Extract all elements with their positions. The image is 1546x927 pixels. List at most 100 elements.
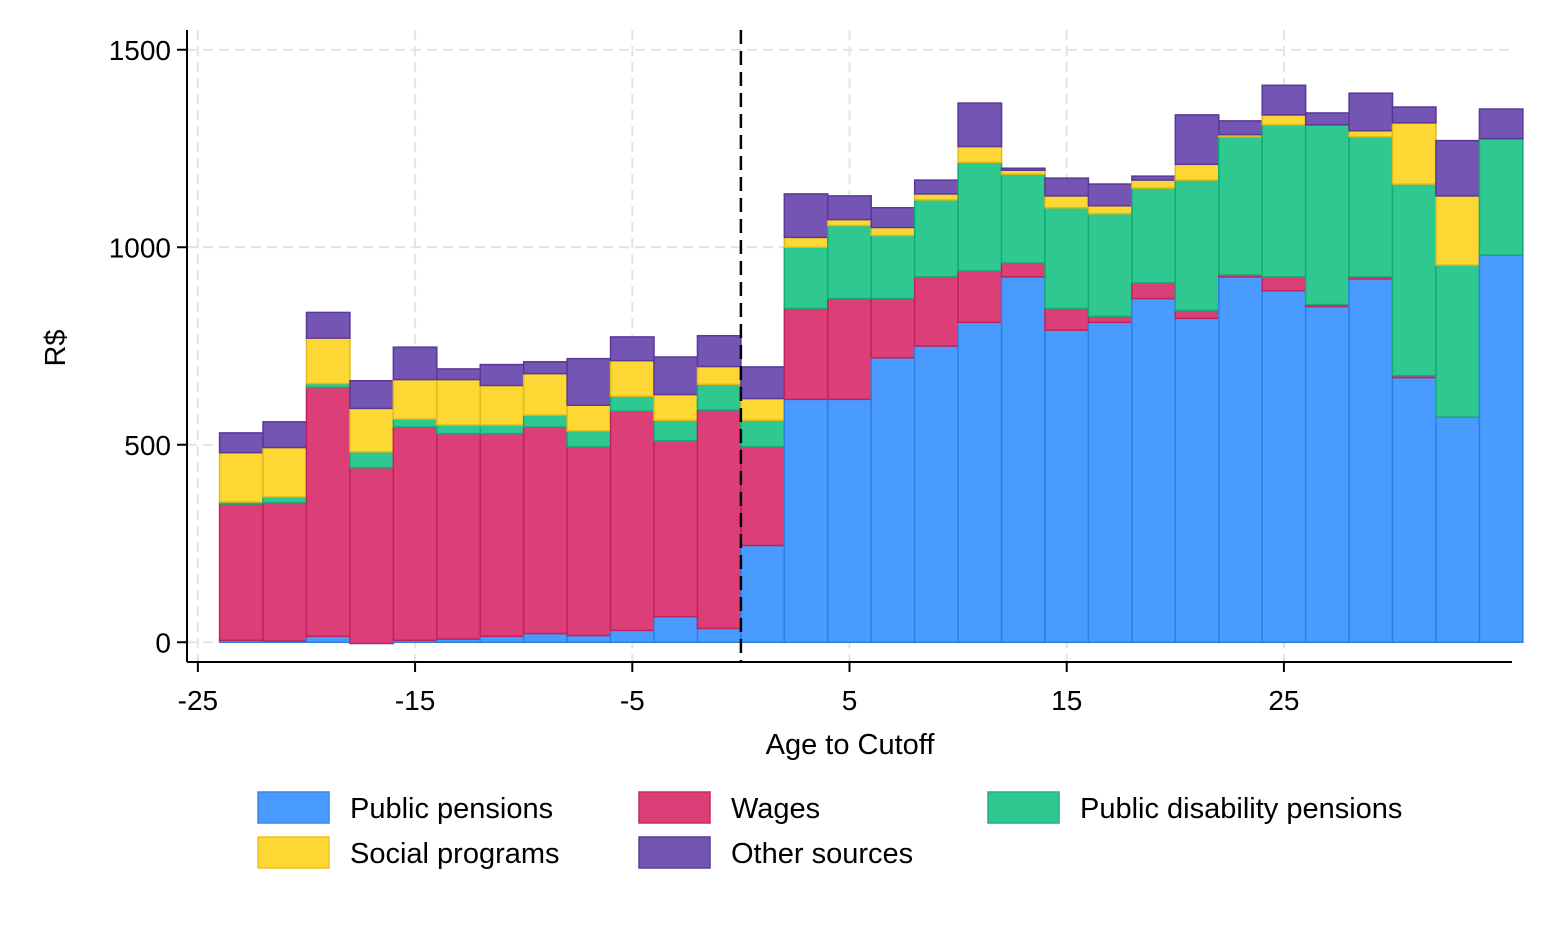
bar-segment-other-sources — [1218, 120, 1263, 136]
x-tick-label: 25 — [1268, 685, 1299, 716]
bar-stack — [566, 357, 612, 643]
bar-segment-public-pensions — [566, 634, 612, 643]
x-tick-label: -15 — [395, 685, 435, 716]
bar-segment-wages — [305, 386, 351, 638]
bar-segment-wages — [696, 409, 742, 630]
bar-segment-public-disability-pensions — [349, 451, 395, 469]
bar-segment-wages — [479, 432, 525, 638]
bar-segment-other-sources — [609, 336, 655, 362]
bar-segment-other-sources — [566, 357, 612, 407]
bar-stack — [1087, 183, 1133, 643]
bar-stack — [913, 179, 959, 643]
bar-segment-wages — [392, 426, 438, 642]
legend-label-public-pensions: Public pensions — [350, 793, 553, 825]
bar-stack — [609, 336, 655, 644]
bar-segment-public-disability-pensions — [609, 395, 655, 412]
legend-swatch-public-disability-pensions — [987, 791, 1060, 824]
bar-segment-wages — [1087, 315, 1133, 324]
x-axis-title: Age to Cutoff — [766, 729, 936, 761]
bar-stack — [305, 311, 351, 644]
bar-segment-public-pensions — [1348, 278, 1394, 643]
legend-item-wages: Wages — [638, 791, 820, 825]
bar-stack — [870, 207, 916, 643]
bar-segment-wages — [913, 276, 959, 347]
y-tick-label: 0 — [155, 627, 171, 658]
bar-segment-public-pensions — [913, 345, 959, 643]
bar-segment-social-programs — [1435, 195, 1481, 266]
bar-segment-public-disability-pensions — [696, 383, 742, 411]
bar-stack — [218, 432, 264, 644]
legend: Public pensions Wages Public disability … — [257, 791, 1402, 870]
legend-label-social-programs: Social programs — [350, 838, 560, 870]
bar-segment-other-sources — [1348, 92, 1394, 132]
bar-segment-public-pensions — [1391, 376, 1437, 643]
bar-segment-social-programs — [609, 359, 655, 397]
x-tick-label: 5 — [842, 685, 858, 716]
bar-segment-wages — [827, 297, 872, 401]
bar-segment-social-programs — [566, 404, 612, 432]
bar-segment-social-programs — [1261, 114, 1307, 126]
bar-segment-other-sources — [1000, 167, 1046, 171]
bar-segment-wages — [218, 503, 264, 642]
bar-segment-social-programs — [349, 407, 395, 453]
bar-segment-public-disability-pensions — [913, 199, 959, 278]
bar-stack — [696, 334, 742, 643]
bar-segment-other-sources — [522, 361, 568, 375]
bar-segment-public-pensions — [1000, 276, 1046, 643]
bar-segment-social-programs — [827, 218, 872, 227]
bar-stack — [1131, 175, 1177, 643]
bar-segment-wages — [653, 440, 699, 618]
bar-segment-other-sources — [1435, 139, 1481, 197]
bar-segment-public-pensions — [783, 398, 829, 644]
bar-segment-wages — [1131, 282, 1177, 300]
bar-segment-wages — [1000, 262, 1046, 278]
bar-segment-wages — [609, 410, 655, 632]
bar-segment-other-sources — [1304, 112, 1350, 126]
bar-segment-public-pensions — [1087, 321, 1133, 643]
bar-segment-public-disability-pensions — [436, 424, 481, 435]
axes: 0 500 1000 1500 -25 -15 -5 5 15 25 — [109, 30, 1512, 716]
bar-segment-public-disability-pensions — [1174, 179, 1220, 312]
bar-segment-public-pensions — [1131, 297, 1177, 643]
bar-segment-public-pensions — [1261, 289, 1307, 643]
bar-segment-social-programs — [783, 236, 829, 248]
legend-item-public-pensions: Public pensions — [257, 791, 553, 825]
bar-segment-other-sources — [1087, 183, 1133, 207]
bar-stack — [783, 193, 829, 644]
bar-stack — [827, 195, 872, 644]
bar-segment-social-programs — [1044, 195, 1090, 209]
bar-segment-social-programs — [913, 193, 959, 201]
bar-segment-public-disability-pensions — [870, 234, 916, 300]
bar-stack — [1218, 120, 1263, 643]
bar-segment-public-pensions — [870, 357, 916, 643]
bar-segment-other-sources — [957, 102, 1003, 148]
bar-segment-social-programs — [653, 393, 699, 422]
bar-segment-social-programs — [870, 226, 916, 237]
bar-segment-other-sources — [479, 363, 525, 387]
bar-segment-social-programs — [479, 384, 525, 426]
bar-segment-social-programs — [696, 365, 742, 386]
bar-stack — [1391, 106, 1437, 643]
bar-segment-other-sources — [827, 195, 872, 221]
bar-segment-other-sources — [1131, 175, 1177, 181]
bar-segment-public-disability-pensions — [1391, 183, 1437, 377]
bar-segment-public-pensions — [479, 635, 525, 644]
bar-segment-public-disability-pensions — [653, 419, 699, 442]
legend-label-public-disability-pensions: Public disability pensions — [1080, 793, 1402, 825]
bar-segment-public-pensions — [1174, 317, 1220, 643]
bar-segment-other-sources — [1261, 84, 1307, 116]
legend-swatch-public-pensions — [257, 791, 330, 824]
bar-stack — [653, 356, 699, 644]
bar-stack — [1304, 112, 1350, 643]
bar-segment-social-programs — [218, 451, 264, 503]
bar-stack — [740, 366, 786, 643]
bar-segment-wages — [349, 466, 395, 645]
legend-swatch-other-sources — [638, 836, 711, 869]
bar-segment-social-programs — [305, 337, 351, 385]
legend-item-social-programs: Social programs — [257, 836, 560, 870]
bar-segment-other-sources — [349, 380, 395, 410]
x-tick-label: 15 — [1051, 685, 1082, 716]
bar-segment-public-pensions — [696, 627, 742, 643]
bar-segment-public-disability-pensions — [1044, 207, 1090, 310]
